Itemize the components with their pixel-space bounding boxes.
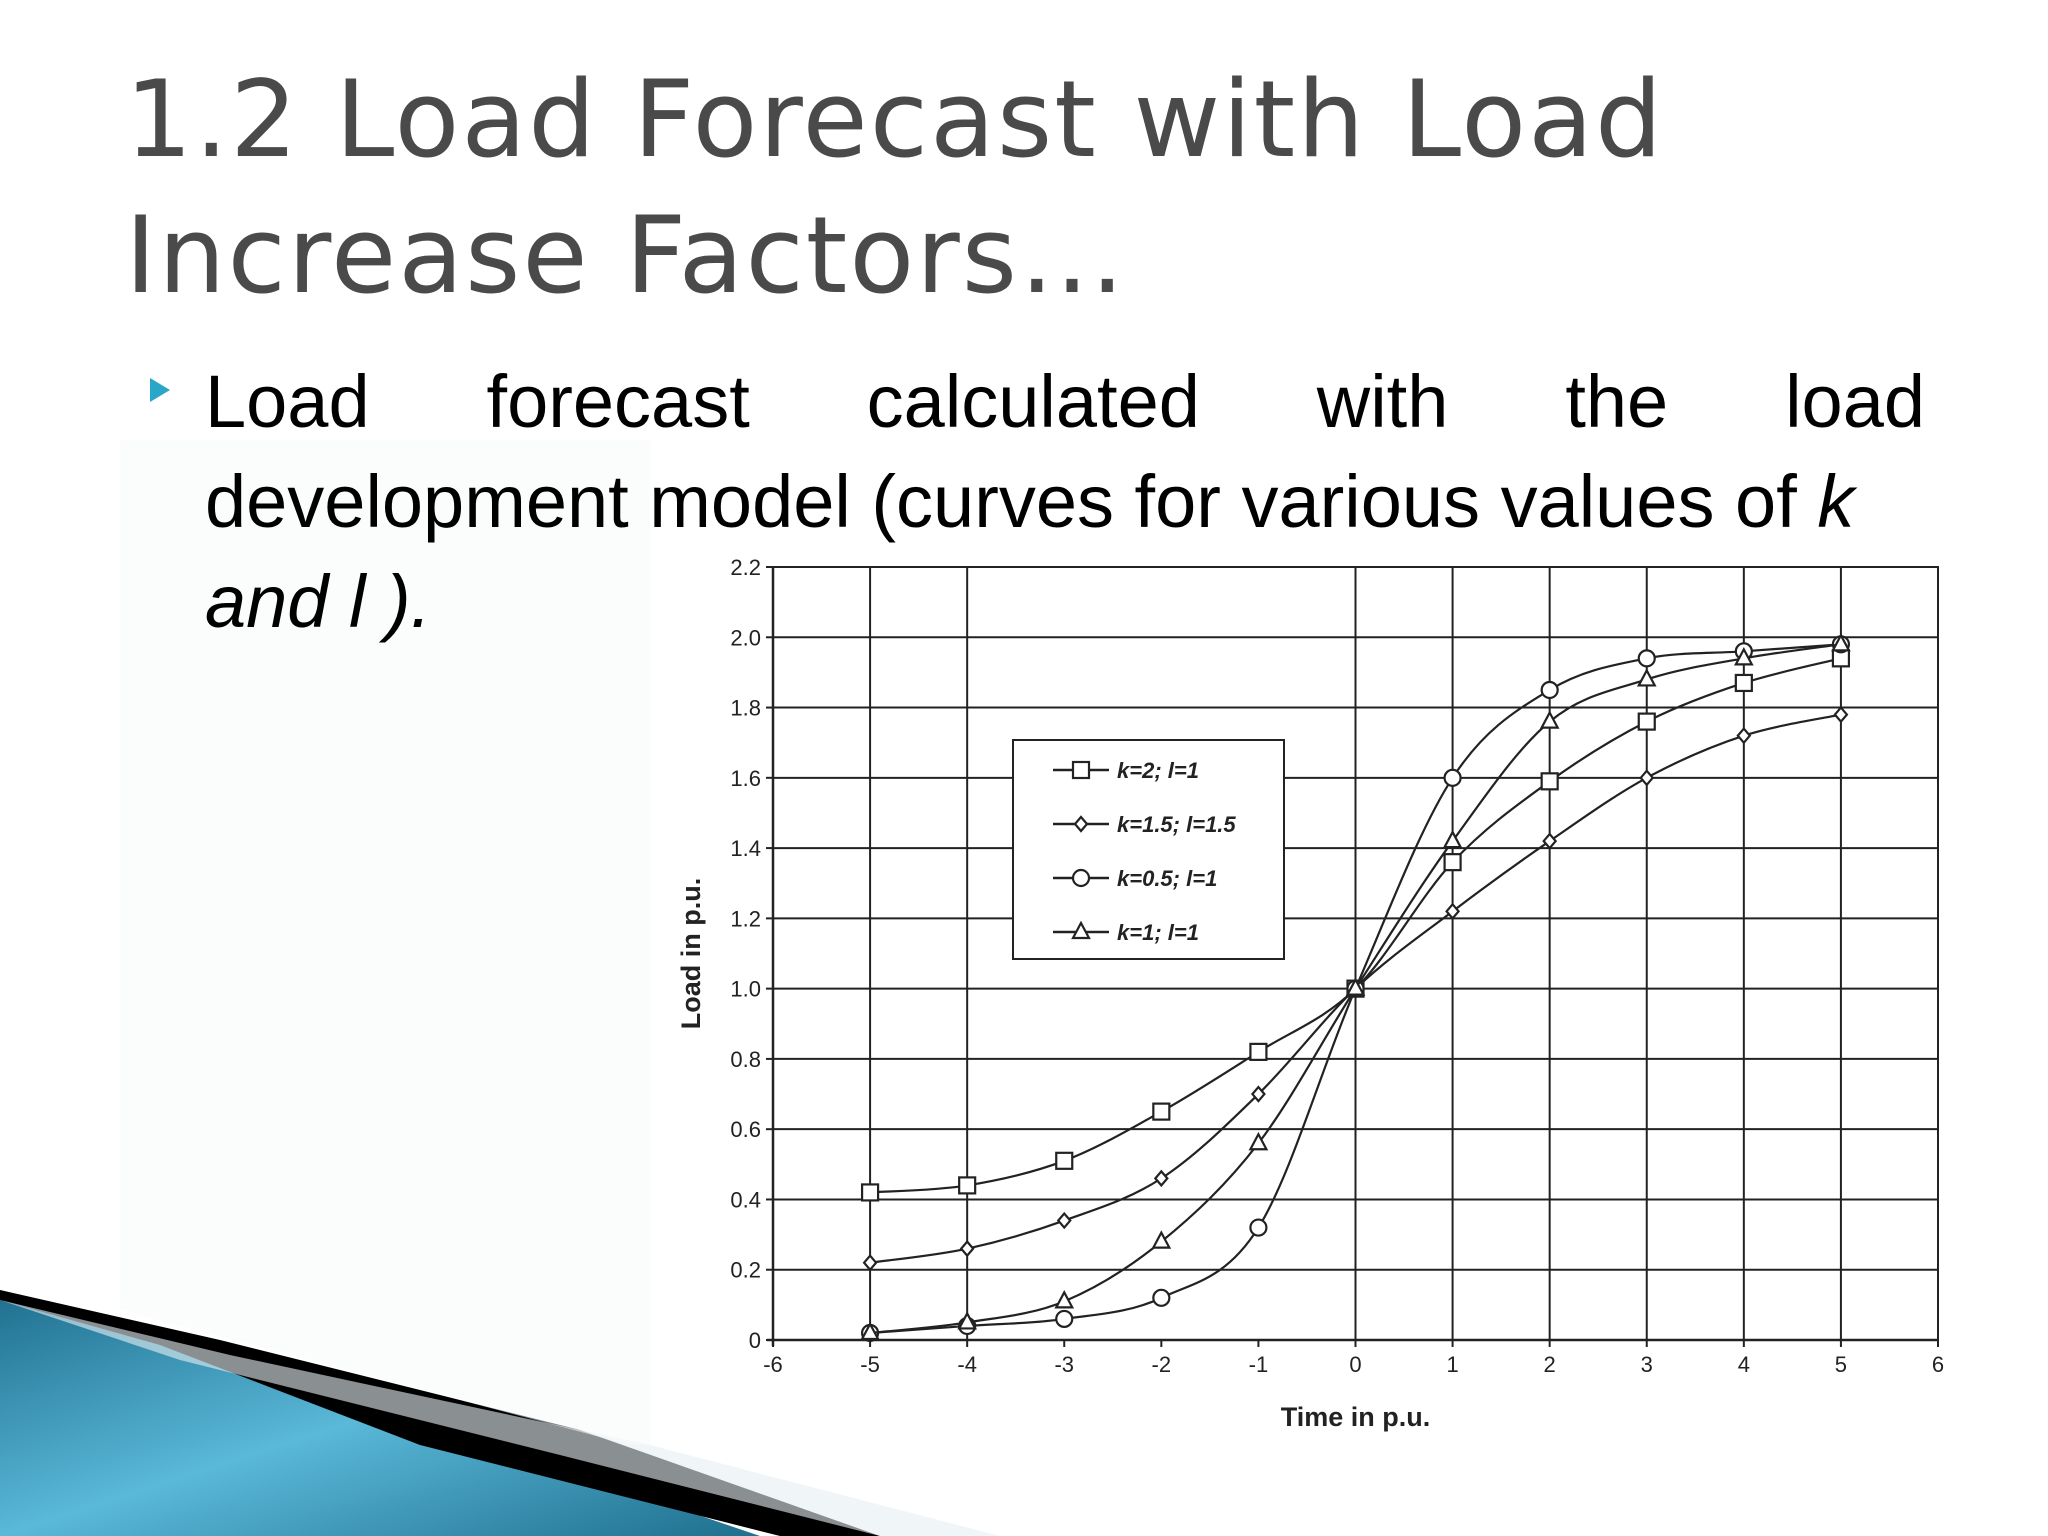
data-point-circle (1055, 1309, 1074, 1329)
bullet-word: with (1316, 360, 1449, 443)
x-tick-label: 0 (1349, 1352, 1361, 1377)
data-point-triangle (860, 1321, 880, 1341)
legend-label: k=0.5; l=1 (1117, 866, 1217, 891)
data-point-triangle (1248, 1131, 1269, 1151)
data-point-triangle (1539, 710, 1560, 729)
data-point-diamond (1445, 902, 1461, 921)
y-tick-label: 1.8 (730, 696, 761, 721)
x-tick-label: 3 (1641, 1352, 1653, 1377)
y-tick-label: 1.2 (730, 906, 761, 931)
bullet-word: load (1785, 360, 1925, 443)
x-tick-label: -1 (1249, 1352, 1269, 1377)
x-tick-label: -5 (860, 1352, 880, 1377)
x-tick-label: -6 (763, 1352, 783, 1377)
data-point-square (1637, 712, 1656, 731)
data-point-circle (1249, 1218, 1268, 1237)
data-point-diamond (1833, 705, 1849, 724)
data-point-diamond (862, 1254, 878, 1272)
data-point-square (860, 1183, 880, 1202)
data-point-diamond (959, 1239, 975, 1258)
legend-label: k=2; l=1 (1117, 758, 1199, 783)
data-point-diamond (1153, 1169, 1169, 1188)
data-point-diamond (1542, 832, 1558, 850)
y-tick-label: 0 (749, 1328, 761, 1353)
y-tick-label: 0.8 (730, 1047, 761, 1072)
y-tick-label: 0.2 (730, 1258, 761, 1283)
y-axis-label: Load in p.u. (676, 878, 706, 1029)
data-point-diamond (1736, 726, 1752, 745)
x-tick-label: 2 (1544, 1352, 1556, 1377)
legend-label: k=1; l=1 (1117, 920, 1199, 945)
data-point-square (1443, 853, 1462, 872)
y-tick-label: 1.6 (730, 766, 761, 791)
data-point-triangle (1442, 829, 1463, 849)
legend-marker-circle (1071, 868, 1091, 888)
data-point-diamond (1056, 1211, 1072, 1230)
x-tick-label: -3 (1054, 1352, 1074, 1377)
x-tick-label: 4 (1738, 1352, 1750, 1377)
data-point-triangle (1054, 1290, 1075, 1309)
data-point-triangle (1636, 668, 1657, 687)
bullet-var-k: k (1817, 460, 1855, 543)
y-tick-label: 0.6 (730, 1117, 761, 1142)
bullet-text: Load forecast calculated with the load d… (205, 352, 1925, 652)
slide-title-line-1: 1.2 Load Forecast with Load (125, 58, 1665, 181)
legend-box (1012, 739, 1285, 960)
x-tick-label: 6 (1932, 1352, 1944, 1377)
x-tick-label: -4 (957, 1352, 977, 1377)
bullet-line-3: and l ). (205, 560, 432, 643)
data-point-triangle (1151, 1230, 1172, 1249)
slide-title: 1.2 Load Forecast with Load Increase Fac… (125, 52, 1825, 324)
y-tick-label: 2.2 (730, 555, 761, 580)
data-point-circle (1540, 680, 1559, 700)
data-point-triangle (957, 1311, 978, 1330)
y-tick-label: 2.0 (730, 625, 761, 650)
legend-label: k=1.5; l=1.5 (1117, 812, 1236, 837)
bullet-line-2-text: development model (curves for various va… (205, 460, 1818, 543)
data-point-circle (1637, 649, 1656, 668)
data-point-circle (1443, 768, 1462, 787)
x-axis-label: Time in p.u. (1281, 1402, 1431, 1432)
bullet-word: forecast (486, 360, 750, 443)
data-point-circle (1152, 1288, 1171, 1307)
data-point-triangle (1345, 977, 1366, 996)
legend-marker-diamond (1073, 815, 1089, 833)
y-tick-label: 1.4 (730, 836, 761, 861)
bullet-word: the (1565, 360, 1669, 443)
data-point-square (1152, 1102, 1171, 1121)
bullet-word: calculated (866, 360, 1200, 443)
data-point-square (958, 1176, 977, 1195)
bullet-line-1: Load forecast calculated with the load (205, 352, 1925, 452)
bullet-arrow-icon (150, 378, 170, 402)
legend-marker-square (1071, 760, 1091, 780)
y-tick-label: 1.0 (730, 977, 761, 1002)
data-point-triangle (1734, 647, 1754, 666)
x-tick-label: -2 (1152, 1352, 1172, 1377)
data-point-diamond (1639, 769, 1655, 787)
slide-title-line-2: Increase Factors… (125, 194, 1127, 317)
y-tick-label: 0.4 (730, 1187, 761, 1212)
data-point-square (1249, 1042, 1268, 1061)
data-point-square (1734, 673, 1753, 693)
legend-marker-triangle (1071, 920, 1091, 940)
x-tick-label: 1 (1446, 1352, 1458, 1377)
bullet-word: Load (205, 360, 370, 443)
data-point-square (1540, 772, 1559, 791)
data-point-diamond (1250, 1085, 1266, 1103)
data-point-triangle (1831, 632, 1851, 652)
bullet-line-2: development model (curves for various va… (205, 452, 1925, 552)
x-tick-label: 5 (1835, 1352, 1847, 1377)
data-point-square (1055, 1151, 1074, 1170)
